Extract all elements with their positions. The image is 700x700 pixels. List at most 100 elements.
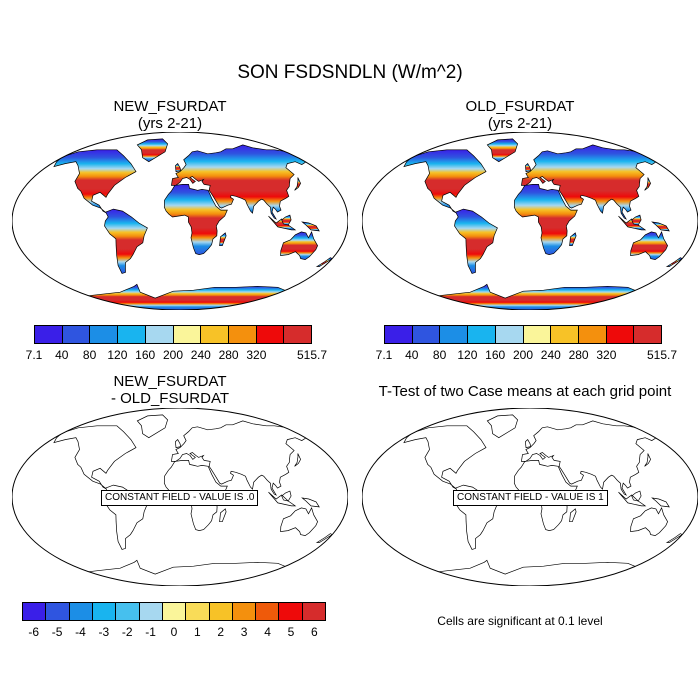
continent-borneo xyxy=(631,214,642,226)
continent-indonesia xyxy=(268,491,297,507)
continent-newguinea xyxy=(301,221,320,232)
panel1-title: NEW_FSURDAT (yrs 2-21) xyxy=(40,98,300,132)
colorbar-tick-label: 5 xyxy=(287,625,295,639)
colorbar-swatch xyxy=(634,326,662,343)
map-outline xyxy=(12,132,348,310)
colorbar-new-labels: 7.1 40 80 120 160 200 240 280 320 515.7 xyxy=(26,348,327,362)
constant-field-label-diff: CONSTANT FIELD - VALUE IS .0 xyxy=(101,490,259,506)
colorbar-swatch xyxy=(162,603,187,620)
continent-eurasia xyxy=(170,144,308,220)
colorbar-tick-label: 2 xyxy=(217,625,225,639)
colorbar-swatch xyxy=(468,326,496,343)
colorbar-swatch xyxy=(23,603,47,620)
colorbar-tick-label: 40 xyxy=(55,348,69,362)
colorbar-tick-label: 120 xyxy=(107,348,128,362)
colorbar-diff xyxy=(22,602,326,621)
colorbar-swatch xyxy=(69,603,93,620)
colorbar-tick-label: 515.7 xyxy=(646,348,678,362)
main-title: SON FSDSNDLN (W/m^2) xyxy=(237,62,463,83)
colorbar-swatch xyxy=(256,603,280,620)
continent-greenland xyxy=(136,138,168,163)
colorbar-tick-label: 240 xyxy=(190,348,211,362)
colorbar-swatch xyxy=(62,326,91,343)
colorbar-tick-label: 320 xyxy=(246,348,267,362)
colorbar-tick-label: 280 xyxy=(218,348,239,362)
panel2-title-line2: (yrs 2-21) xyxy=(487,115,553,132)
colorbar-new xyxy=(34,325,312,344)
colorbar-swatch xyxy=(606,326,635,343)
continent-eurasia xyxy=(520,144,658,220)
colorbar-tick-label: 240 xyxy=(540,348,561,362)
colorbar-tick-label: -2 xyxy=(121,625,133,639)
continent-namerica xyxy=(403,425,487,490)
continent-uk xyxy=(525,439,532,449)
colorbar-swatch xyxy=(256,326,285,343)
colorbar-tick-label: -1 xyxy=(145,625,156,639)
continent-japan xyxy=(644,177,651,191)
map-outline xyxy=(362,408,698,586)
continent-madagascar xyxy=(569,508,577,523)
continent-greenland xyxy=(136,414,168,439)
continent-uk xyxy=(525,163,532,173)
continent-samerica xyxy=(454,208,498,274)
colorbar-old xyxy=(384,325,662,344)
colorbar-tick-label: 320 xyxy=(596,348,617,362)
continent-eurasia xyxy=(520,420,658,496)
panel1-title-line1: NEW_FSURDAT xyxy=(113,98,227,115)
continent-africa xyxy=(513,184,578,255)
panel3-title-line2: - OLD_FSURDAT xyxy=(110,390,230,407)
colorbar-tick-label: 80 xyxy=(82,348,97,362)
map-outline xyxy=(12,408,348,586)
colorbar-swatch xyxy=(551,326,579,343)
map-new-fsurdat xyxy=(12,132,348,310)
colorbar-tick-label: 200 xyxy=(162,348,184,362)
continent-borneo xyxy=(281,490,292,502)
continent-africa xyxy=(163,184,228,255)
colorbar-swatch xyxy=(209,603,233,620)
colorbar-tick-label: -5 xyxy=(51,625,63,639)
colorbar-tick-label: 1 xyxy=(194,625,201,639)
colorbar-swatch xyxy=(92,603,117,620)
colorbar-tick-label: 120 xyxy=(457,348,478,362)
colorbar-swatch xyxy=(412,326,441,343)
continent-japan xyxy=(294,177,301,191)
colorbar-tick-label: 3 xyxy=(240,625,248,639)
colorbar-swatch xyxy=(495,326,524,343)
panel2-title-line1: OLD_FSURDAT xyxy=(465,98,575,115)
colorbar-tick-label: 80 xyxy=(432,348,447,362)
colorbar-tick-label: 515.7 xyxy=(296,348,328,362)
continent-indonesia xyxy=(618,215,647,231)
continent-namerica xyxy=(53,149,137,214)
colorbar-tick-label: 160 xyxy=(135,348,156,362)
continent-madagascar xyxy=(219,508,227,523)
colorbar-swatch xyxy=(578,326,607,343)
colorbar-swatch xyxy=(46,603,70,620)
panel3-title-line1: NEW_FSURDAT xyxy=(113,373,227,390)
colorbar-tick-label: -3 xyxy=(98,625,110,639)
continent-australia xyxy=(280,230,318,260)
colorbar-swatch xyxy=(116,603,140,620)
continent-australia xyxy=(280,506,318,536)
colorbar-swatch xyxy=(232,603,257,620)
continent-namerica xyxy=(53,425,137,490)
continent-japan xyxy=(644,453,651,467)
panel3-title: NEW_FSURDAT - OLD_FSURDAT xyxy=(40,373,300,407)
colorbar-swatch xyxy=(284,326,312,343)
colorbar-swatch xyxy=(279,603,303,620)
colorbar-swatch xyxy=(173,326,202,343)
colorbar-swatch xyxy=(35,326,63,343)
map-outline xyxy=(362,132,698,310)
continent-newguinea xyxy=(651,497,670,508)
continent-greenland xyxy=(486,138,518,163)
significance-note: Cells are significant at 0.1 level xyxy=(437,614,603,628)
continent-namerica xyxy=(403,149,487,214)
colorbar-swatch xyxy=(302,603,326,620)
colorbar-swatch xyxy=(186,603,210,620)
map-old-fsurdat xyxy=(362,132,698,310)
colorbar-swatch xyxy=(118,326,146,343)
colorbar-swatch xyxy=(228,326,257,343)
colorbar-swatch xyxy=(145,326,174,343)
colorbar-tick-label: 6 xyxy=(310,625,318,639)
colorbar-swatch xyxy=(139,603,163,620)
continent-australia xyxy=(630,506,668,536)
